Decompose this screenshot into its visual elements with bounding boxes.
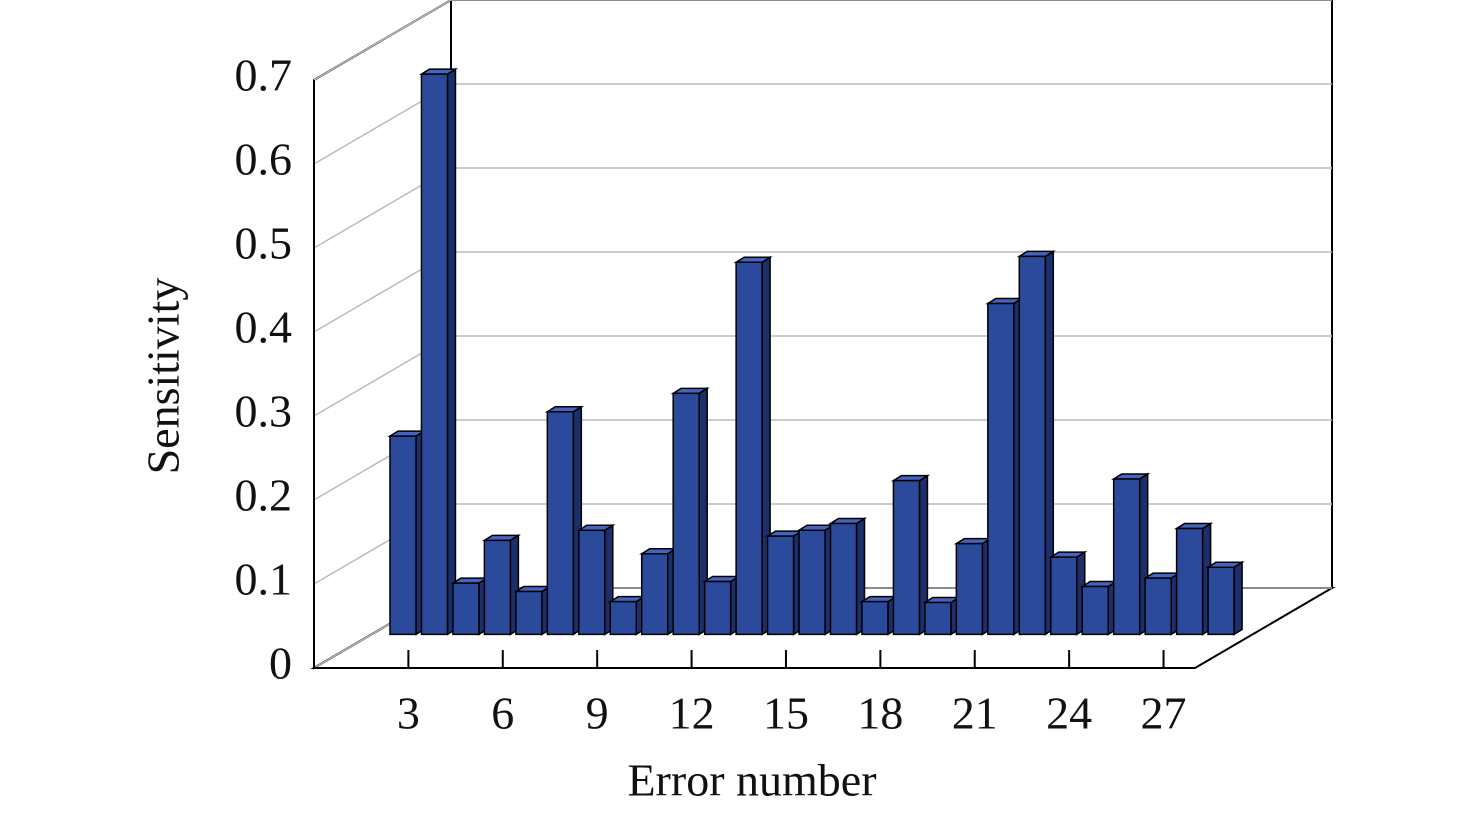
bar — [418, 67, 459, 636]
bar-front — [515, 590, 543, 636]
bar-front — [546, 411, 575, 636]
y-tick-label: 0.2 — [235, 470, 293, 521]
bar-front — [672, 392, 700, 636]
x-tick-label: 24 — [1046, 688, 1092, 739]
bar-side — [1233, 560, 1243, 636]
y-tick-label: 0.6 — [235, 134, 293, 185]
bar — [1173, 522, 1214, 636]
bar — [733, 255, 773, 636]
x-tick-label: 3 — [397, 688, 420, 739]
bar-front — [955, 542, 984, 636]
bar-front — [483, 539, 512, 636]
x-tick-label: 15 — [763, 688, 809, 739]
bar-front — [861, 600, 889, 636]
bar-front — [924, 601, 952, 636]
bar-front — [420, 73, 449, 636]
bar — [387, 429, 427, 636]
bar — [639, 547, 679, 636]
back-wall — [450, 0, 1333, 589]
y-tick-label: 0.4 — [235, 302, 293, 353]
bar — [670, 386, 710, 636]
bar-front — [1018, 255, 1047, 636]
bar-front — [766, 535, 795, 636]
y-tick-label: 0.5 — [235, 218, 293, 269]
bar — [796, 523, 836, 636]
bar — [953, 537, 993, 636]
x-tick-label: 21 — [952, 688, 998, 739]
bar — [890, 474, 931, 636]
bar — [764, 529, 805, 636]
bar — [827, 517, 868, 636]
bar — [576, 523, 616, 636]
bar — [859, 595, 899, 636]
y-tick-label: 0 — [269, 638, 292, 689]
bar — [513, 585, 553, 636]
bar-front — [1081, 585, 1109, 636]
bar — [544, 405, 584, 636]
bar — [985, 297, 1025, 636]
bar-front — [1207, 566, 1235, 636]
bar-front — [829, 522, 858, 636]
x-tick-label: 27 — [1141, 688, 1187, 739]
bar-front — [452, 582, 480, 636]
x-tick-label: 6 — [491, 688, 514, 739]
bar-front — [892, 479, 921, 636]
bar-front — [1112, 478, 1141, 636]
bar — [1048, 550, 1088, 636]
bar — [1142, 571, 1182, 636]
x-tick-label: 12 — [669, 688, 715, 739]
x-tick-label: 9 — [586, 688, 609, 739]
bar — [481, 533, 522, 636]
bar — [922, 596, 962, 636]
bar-front — [987, 302, 1015, 636]
bar — [607, 595, 647, 636]
bar — [702, 575, 742, 636]
bar — [1016, 250, 1056, 636]
bar-side — [446, 67, 457, 636]
x-tick-label: 18 — [857, 688, 903, 739]
bar-front — [1144, 577, 1172, 636]
x-axis-label: Error number — [627, 755, 876, 806]
y-tick-label: 0.7 — [235, 50, 293, 101]
bar — [450, 576, 490, 636]
bar — [1111, 472, 1151, 636]
bar-front — [1175, 527, 1204, 636]
bar-front — [389, 435, 417, 636]
bar-front — [609, 600, 638, 636]
bar-front — [578, 529, 606, 636]
y-tick-label: 0.1 — [235, 554, 293, 605]
bar-front — [1050, 556, 1078, 636]
bar-front — [735, 261, 763, 636]
bar-front — [798, 529, 826, 636]
y-axis-label: Sensitivity — [138, 278, 189, 475]
bar-front — [640, 553, 669, 636]
bar — [1205, 560, 1245, 636]
grid-line — [313, 0, 452, 81]
y-tick-label: 0.3 — [235, 386, 293, 437]
bar-front — [703, 580, 732, 636]
bar — [1079, 580, 1119, 636]
